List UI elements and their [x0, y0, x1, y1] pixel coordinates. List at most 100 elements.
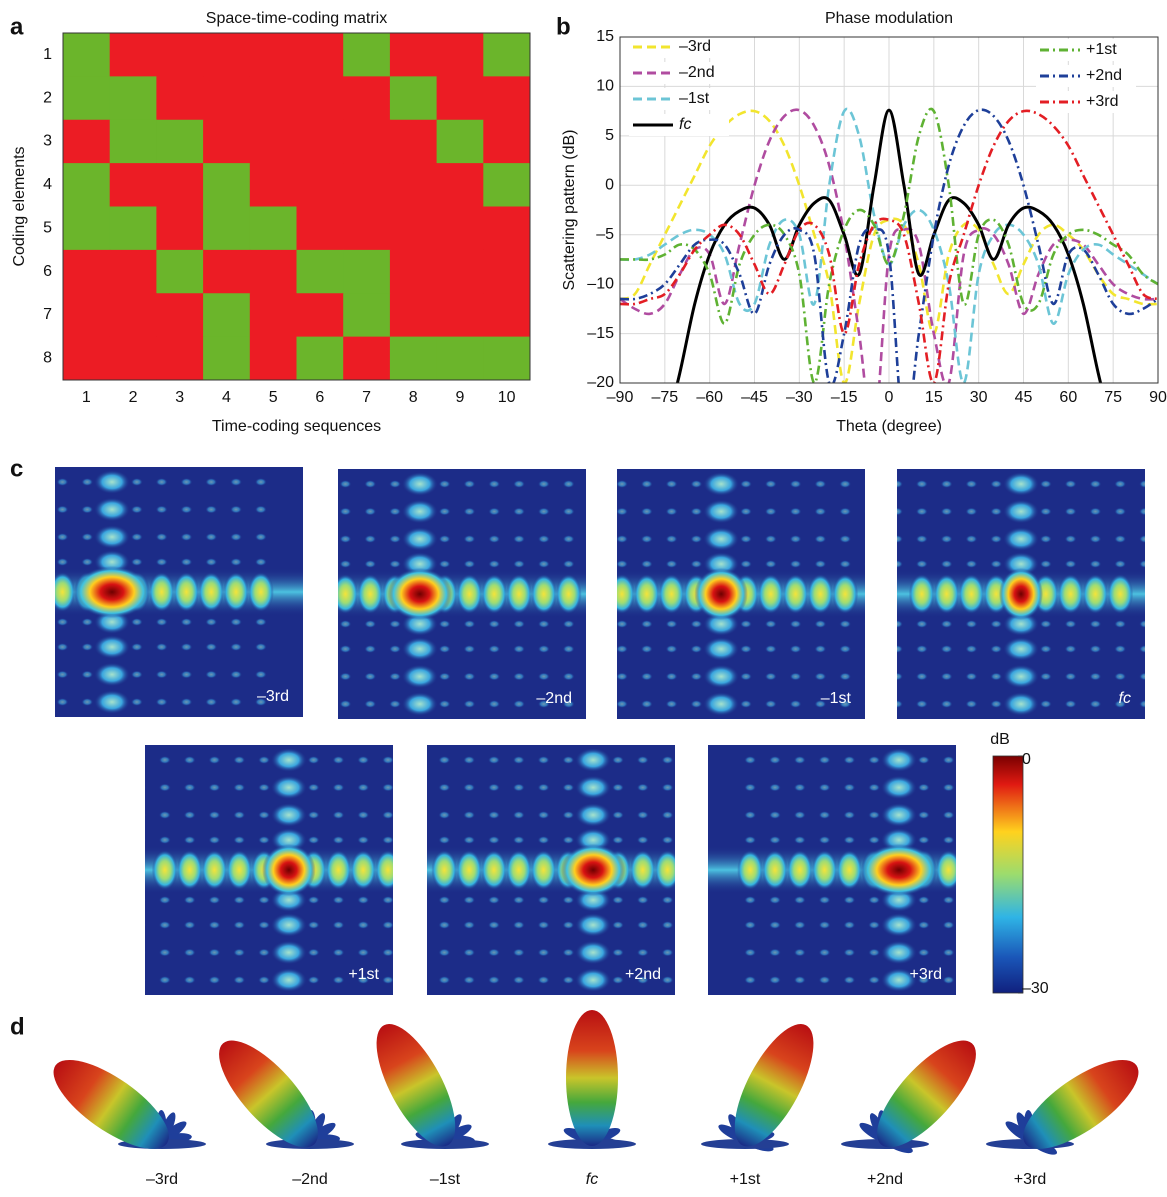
- vertical-lobe: [575, 913, 612, 937]
- grating-lobe: [1042, 784, 1054, 792]
- colorbar-tick-label: 0: [1022, 751, 1031, 768]
- matrix-cell: [109, 119, 157, 164]
- grating-lobe: [768, 948, 781, 957]
- matrix-cell: [156, 206, 204, 251]
- grating-lobe: [233, 811, 246, 819]
- map-label: +2nd: [625, 966, 661, 983]
- grating-lobe: [488, 535, 501, 543]
- grating-lobe: [1089, 620, 1102, 628]
- grating-lobe: [764, 535, 777, 543]
- grating-lobe: [438, 645, 451, 653]
- grating-lobe: [640, 672, 653, 681]
- grating-lobe: [438, 560, 451, 568]
- grating-lobe: [990, 672, 1003, 681]
- grating-lobe: [463, 560, 476, 568]
- grating-lobe: [636, 811, 649, 819]
- grating-lobe: [180, 505, 193, 514]
- y-tick-label: 3: [43, 133, 52, 150]
- grating-lobe: [764, 560, 777, 568]
- grating-lobe: [438, 756, 451, 764]
- grating-lobe: [814, 560, 827, 568]
- grating-lobe: [32, 618, 44, 626]
- grating-lobe: [839, 535, 852, 543]
- grating-lobe: [897, 645, 903, 653]
- grating-lobe: [315, 645, 327, 653]
- grating-lobe: [130, 670, 143, 679]
- grating-lobe: [208, 948, 221, 957]
- matrix-cell: [483, 206, 531, 251]
- grating-lobe: [814, 645, 827, 653]
- panel-letter: d: [10, 1013, 25, 1040]
- grating-lobe: [1064, 645, 1077, 653]
- grating-lobe: [512, 896, 525, 904]
- grating-lobe: [1114, 620, 1127, 628]
- grating-lobe: [307, 948, 320, 957]
- grating-lobe: [967, 976, 979, 984]
- side-lobe: [836, 850, 863, 890]
- grating-lobe: [32, 506, 44, 514]
- grating-lobe: [562, 620, 575, 628]
- grating-lobe: [591, 700, 603, 708]
- grating-lobe: [56, 533, 69, 541]
- grating-lobe: [640, 480, 653, 488]
- grating-lobe: [591, 480, 603, 488]
- grating-lobe: [180, 618, 193, 626]
- side-lobe: [431, 850, 458, 890]
- grating-lobe: [1064, 700, 1077, 708]
- grating-lobe: [230, 643, 243, 651]
- grating-lobe: [636, 948, 649, 957]
- grating-lobe: [1089, 700, 1102, 708]
- vertical-lobe: [703, 664, 740, 689]
- grating-lobe: [917, 976, 930, 984]
- grating-lobe: [513, 480, 526, 488]
- x-tick-label: 4: [222, 389, 231, 406]
- grating-lobe: [407, 756, 419, 764]
- grating-lobe: [965, 672, 978, 681]
- matrix-cell: [109, 76, 157, 121]
- grating-lobe: [661, 976, 674, 984]
- vertical-lobe: [880, 968, 917, 992]
- vertical-lobe: [1003, 499, 1039, 524]
- x-tick-label: –90: [607, 389, 634, 406]
- grating-lobe: [768, 756, 781, 764]
- grating-lobe: [382, 921, 393, 929]
- grating-lobe: [965, 700, 978, 708]
- grating-lobe: [866, 620, 878, 628]
- grating-lobe: [254, 670, 267, 679]
- matrix-cell: [249, 336, 297, 381]
- grating-lobe: [208, 756, 221, 764]
- grating-lobe: [205, 533, 218, 541]
- grating-lobe: [942, 756, 955, 764]
- plot-frame: [619, 36, 1159, 384]
- vertical-lobe: [575, 940, 612, 965]
- grating-lobe: [463, 645, 476, 653]
- grating-lobe: [81, 505, 94, 514]
- grating-lobe: [407, 836, 419, 844]
- grating-lobe: [814, 480, 827, 488]
- grating-lobe: [1139, 507, 1145, 516]
- matrix-cell: [296, 76, 344, 121]
- side-lobe: [357, 574, 384, 614]
- grating-lobe: [866, 673, 878, 681]
- vertical-lobe: [575, 803, 612, 827]
- grating-lobe: [866, 535, 878, 543]
- grating-lobe: [438, 480, 451, 488]
- y-tick-label: 7: [43, 306, 52, 323]
- grating-lobe: [617, 700, 628, 708]
- grating-lobe: [382, 756, 393, 764]
- side-lobe: [1082, 574, 1109, 614]
- grating-lobe: [617, 560, 628, 568]
- grating-lobe: [764, 507, 777, 516]
- grating-lobe: [488, 560, 501, 568]
- grating-lobe: [463, 507, 476, 516]
- grating-lobe: [739, 700, 752, 708]
- grating-lobe: [965, 620, 978, 628]
- grating-lobe: [1039, 672, 1052, 681]
- grating-lobe: [744, 896, 757, 904]
- matrix-cell: [343, 76, 391, 121]
- matrix-cell: [389, 293, 438, 338]
- grating-lobe: [407, 784, 419, 792]
- grating-lobe: [155, 670, 168, 679]
- grating-lobe: [208, 896, 221, 904]
- side-lobe: [148, 572, 175, 612]
